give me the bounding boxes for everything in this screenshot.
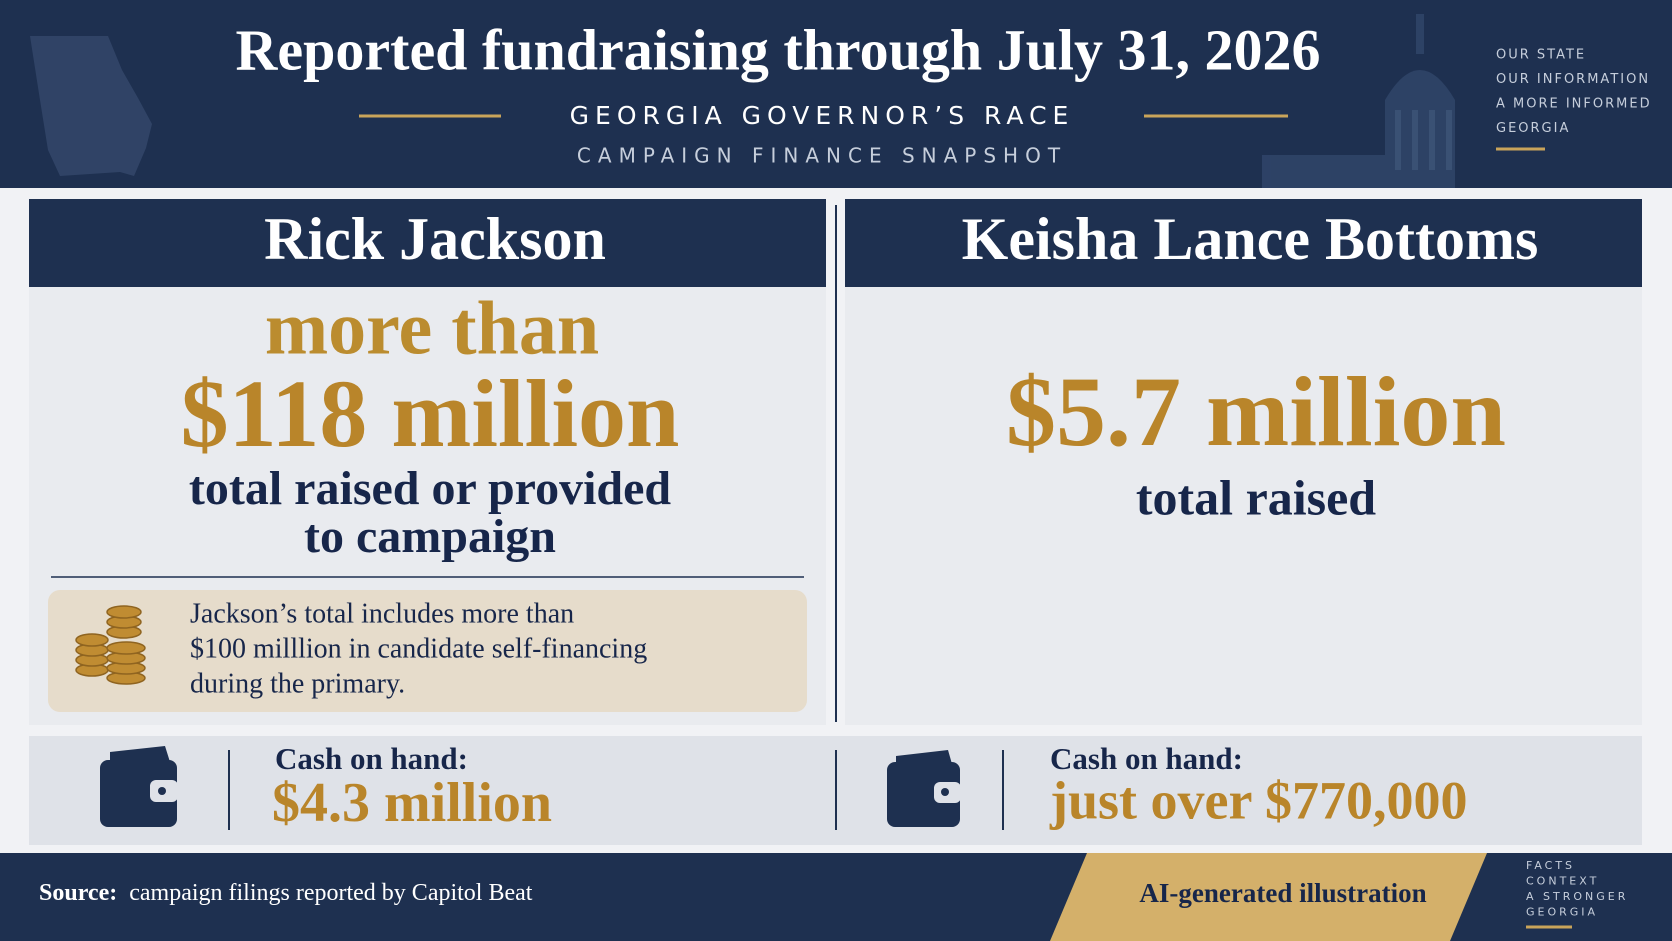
cash-label: Cash on hand: <box>1050 741 1243 776</box>
header-tagline: OUR STATE OUR INFORMATION A MORE INFORMED G… <box>1496 48 1652 137</box>
title: Reported fundraising through July 31, 20… <box>236 17 1321 82</box>
candidate-name: Keisha Lance Bottoms <box>962 206 1539 272</box>
amount: $118 million <box>181 360 680 467</box>
tagline-line: FACTS <box>1526 859 1575 872</box>
note-text: $100 milllion in candidate self-financin… <box>190 633 647 664</box>
tagline-line: CONTEXT <box>1526 875 1599 888</box>
amount-description: total raised <box>1136 469 1376 525</box>
tagline-line: GEORGIA <box>1526 906 1598 919</box>
cash-label: Cash on hand: <box>275 741 468 776</box>
amount: $5.7 million <box>1006 356 1506 467</box>
tagline-line: A STRONGER <box>1526 890 1628 903</box>
wallet-icon <box>100 746 178 827</box>
tagline-line: GEORGIA <box>1496 121 1570 136</box>
panel-header <box>29 199 826 287</box>
tagline-line: A MORE INFORMED <box>1496 97 1652 112</box>
source: Source: campaign filings reported by Cap… <box>39 880 533 906</box>
badge <box>1050 853 1487 941</box>
subtitle: GEORGIA GOVERNOR’S RACE <box>570 101 1075 130</box>
amount-description: to campaign <box>304 510 556 563</box>
kicker: CAMPAIGN FINANCE SNAPSHOT <box>577 144 1067 168</box>
amount-description: total raised or provided <box>189 462 672 515</box>
cash-amount: just over $770,000 <box>1049 770 1467 830</box>
source-label: Source: <box>39 880 117 906</box>
source-text: campaign filings reported by Capitol Bea… <box>129 880 533 906</box>
panel-header <box>845 199 1642 287</box>
capitol-illustration <box>1262 14 1455 188</box>
note-text: during the primary. <box>190 668 405 699</box>
cash-amount: $4.3 million <box>272 772 552 834</box>
footer-tagline: FACTS CONTEXT A STRONGER GEORGIA <box>1526 859 1628 919</box>
coins-icon <box>75 605 146 685</box>
tagline-line: OUR STATE <box>1496 48 1586 63</box>
tagline-line: OUR INFORMATION <box>1496 72 1650 87</box>
badge-text: AI-generated illustration <box>1139 878 1426 908</box>
amount-qualifier: more than <box>265 286 599 370</box>
wallet-icon <box>887 750 961 827</box>
state-outline <box>30 36 152 176</box>
note-text: Jackson’s total includes more than <box>190 598 574 629</box>
note-box <box>48 590 807 712</box>
candidate-name: Rick Jackson <box>264 206 606 272</box>
